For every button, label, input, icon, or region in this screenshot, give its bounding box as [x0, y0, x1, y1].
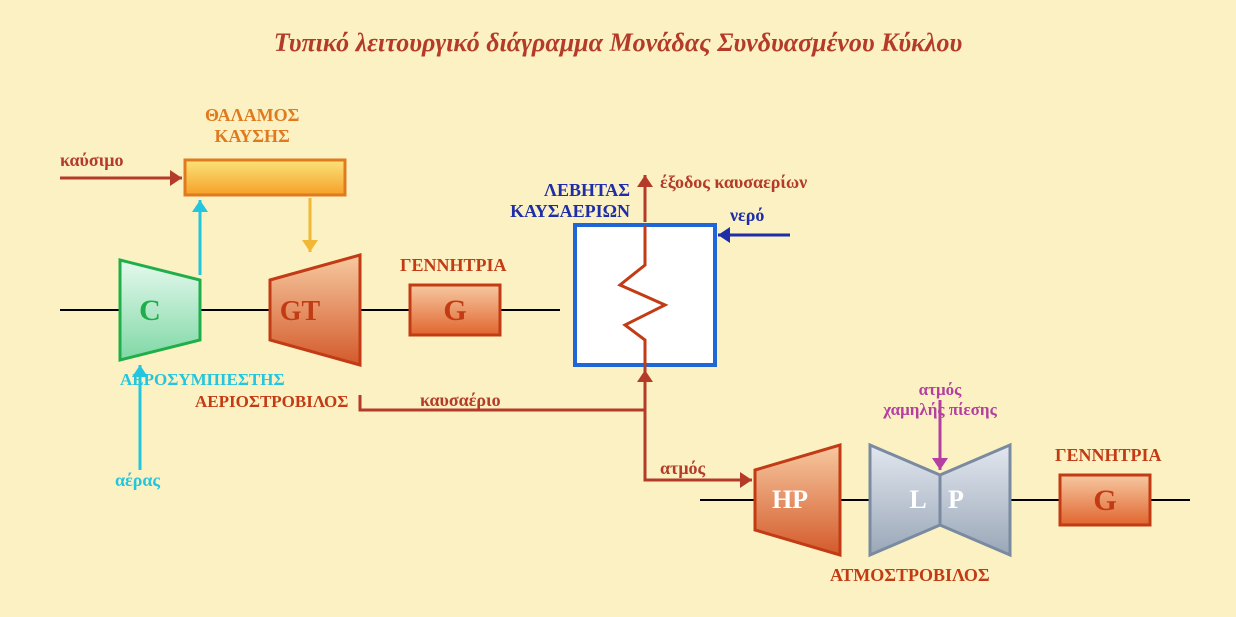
generator1-text: G — [443, 294, 466, 327]
diagram-canvas: C GT G HP LP G Τυπικό λειτουργικό διάγραμμα Μ… — [0, 0, 1236, 617]
label-exhaust: έξοδος καυσαερίων — [660, 172, 807, 193]
flow-air_to_combustor — [192, 200, 208, 275]
label-lp_steam: ατμός χαμηλής πίεσης — [830, 380, 1050, 420]
label-combustor: ΘΑΛΑΜΟΣ ΚΑΥΣΗΣ — [205, 105, 299, 147]
combustor — [185, 160, 345, 195]
diagram-svg: C GT G HP LP G — [0, 0, 1236, 617]
label-steam: ατμός — [660, 458, 705, 479]
hrsg — [575, 225, 715, 365]
flow-combustor_to_gt — [302, 198, 318, 252]
label-gas_turbine: ΑΕΡΙΟΣΤΡΟΒΙΛΟΣ — [195, 392, 348, 412]
flow-exhaust_out — [637, 175, 653, 222]
label-steam_turb: ΑΤΜΟΣΤΡΟΒΙΛΟΣ — [830, 565, 990, 586]
label-fuel: καύσιμο — [60, 150, 123, 171]
label-air: αέρας — [115, 470, 160, 491]
flow-water_in — [718, 227, 790, 243]
label-hrsg: ΛΕΒΗΤΑΣ ΚΑΥΣΑΕΡΙΩΝ — [480, 180, 630, 222]
label-generator2: ΓΕΝΝΗΤΡΙΑ — [1055, 445, 1161, 466]
svg-text:L: L — [909, 485, 926, 514]
gas_turbine-text: GT — [280, 296, 321, 327]
label-gas_flow: καυσαέριο — [420, 390, 501, 411]
label-water: νερό — [730, 205, 764, 226]
label-compressor: ΑΕΡΟΣΥΜΠΙΕΣΤΗΣ — [120, 370, 285, 390]
hp_turbine-text: HP — [772, 485, 808, 514]
generator2-text: G — [1093, 484, 1116, 517]
label-generator1: ΓΕΝΝΗΤΡΙΑ — [400, 255, 506, 276]
flow-fuel — [60, 170, 182, 186]
flow-gas_to_hrsg — [360, 365, 653, 410]
compressor-text: C — [139, 294, 161, 327]
diagram-title: Τυπικό λειτουργικό διάγραμμα Μονάδας Συν… — [0, 28, 1236, 58]
svg-text:P: P — [948, 485, 964, 514]
